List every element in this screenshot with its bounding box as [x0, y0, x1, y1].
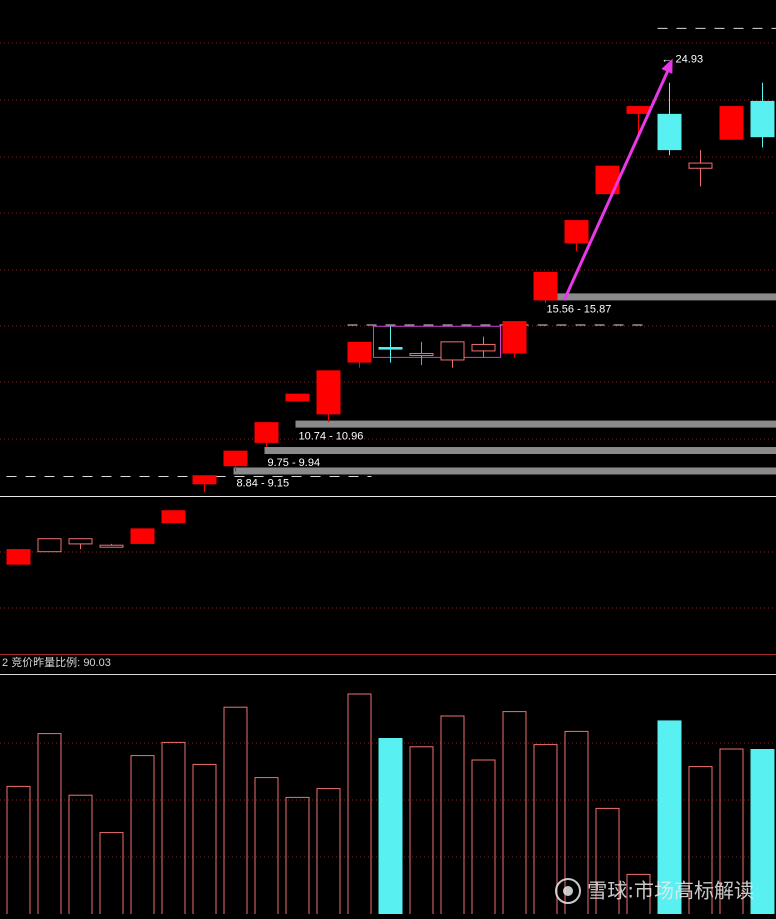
indicator-bar — [317, 789, 340, 914]
candle-body — [379, 347, 403, 350]
price-zone-label: 15.56 - 15.87 — [547, 303, 612, 315]
indicator-bar — [69, 795, 92, 914]
peak-price-label: ← 24.93 — [662, 54, 704, 66]
candle-body — [193, 475, 217, 484]
indicator-bar — [7, 786, 30, 914]
indicator-bar — [286, 797, 309, 914]
indicator-bar — [224, 707, 247, 914]
indicator-bar — [410, 747, 433, 914]
indicator-bar — [100, 833, 123, 914]
indicator-bar — [348, 694, 371, 914]
candle-body — [410, 353, 433, 355]
price-zone-label: 10.74 - 10.96 — [299, 431, 364, 443]
candle-body — [441, 342, 464, 360]
candle-body — [596, 166, 620, 194]
candle-body — [38, 539, 61, 552]
indicator-bar — [255, 778, 278, 914]
candle-body — [224, 451, 248, 467]
candle-body — [162, 510, 186, 523]
watermark: 雪球:市场高标解读 — [555, 874, 754, 904]
candle-body — [720, 106, 744, 140]
indicator-bar — [503, 712, 526, 914]
candle-body — [286, 394, 310, 402]
indicator-bar — [193, 764, 216, 914]
indicator-bar — [441, 716, 464, 914]
candle-body — [472, 344, 495, 350]
watermark-brand: 雪球 — [587, 879, 627, 903]
trend-arrow — [564, 59, 673, 301]
candle-body — [658, 114, 682, 150]
candlesticks — [7, 83, 775, 565]
price-zone-bar — [296, 421, 776, 428]
candle-body — [131, 528, 155, 544]
indicator-name: 竞价昨量比例: — [11, 657, 80, 669]
candle-body — [534, 272, 558, 300]
candle-body — [627, 106, 651, 114]
dashed-levels — [7, 28, 776, 476]
candle-body — [689, 163, 712, 168]
indicator-number: 2 — [2, 657, 8, 669]
price-zone-label: 9.75 - 9.94 — [268, 457, 321, 469]
candle-body — [69, 539, 92, 544]
price-zone-bar — [265, 447, 776, 454]
price-zones — [234, 293, 776, 474]
snowball-logo-icon — [555, 878, 581, 904]
indicator-bar — [131, 756, 154, 914]
candle-body — [100, 545, 123, 547]
panel-separators — [0, 497, 776, 675]
price-zone-label: 8.84 - 9.15 — [237, 477, 290, 489]
candle-body — [751, 101, 775, 137]
indicator-bar — [162, 742, 185, 914]
candle-body — [317, 370, 341, 414]
indicator-bar — [472, 760, 495, 914]
watermark-separator: : — [627, 879, 634, 903]
candle-body — [565, 220, 589, 243]
indicator-bar — [38, 734, 61, 914]
indicator-label: 2 竞价昨量比例: 90.03 — [0, 655, 111, 671]
indicator-bar — [751, 749, 775, 914]
consolidation-box — [374, 326, 501, 357]
watermark-author: 市场高标解读 — [634, 879, 754, 903]
indicator-value: 90.03 — [83, 657, 111, 669]
candle-body — [7, 549, 31, 565]
candle-body — [503, 321, 527, 353]
price-zone-bar — [544, 293, 776, 300]
consolidation-box-rect — [374, 326, 501, 357]
indicator-bar — [379, 738, 403, 914]
candle-body — [255, 422, 279, 443]
candle-body — [348, 342, 372, 363]
indicator-bar — [534, 745, 557, 914]
